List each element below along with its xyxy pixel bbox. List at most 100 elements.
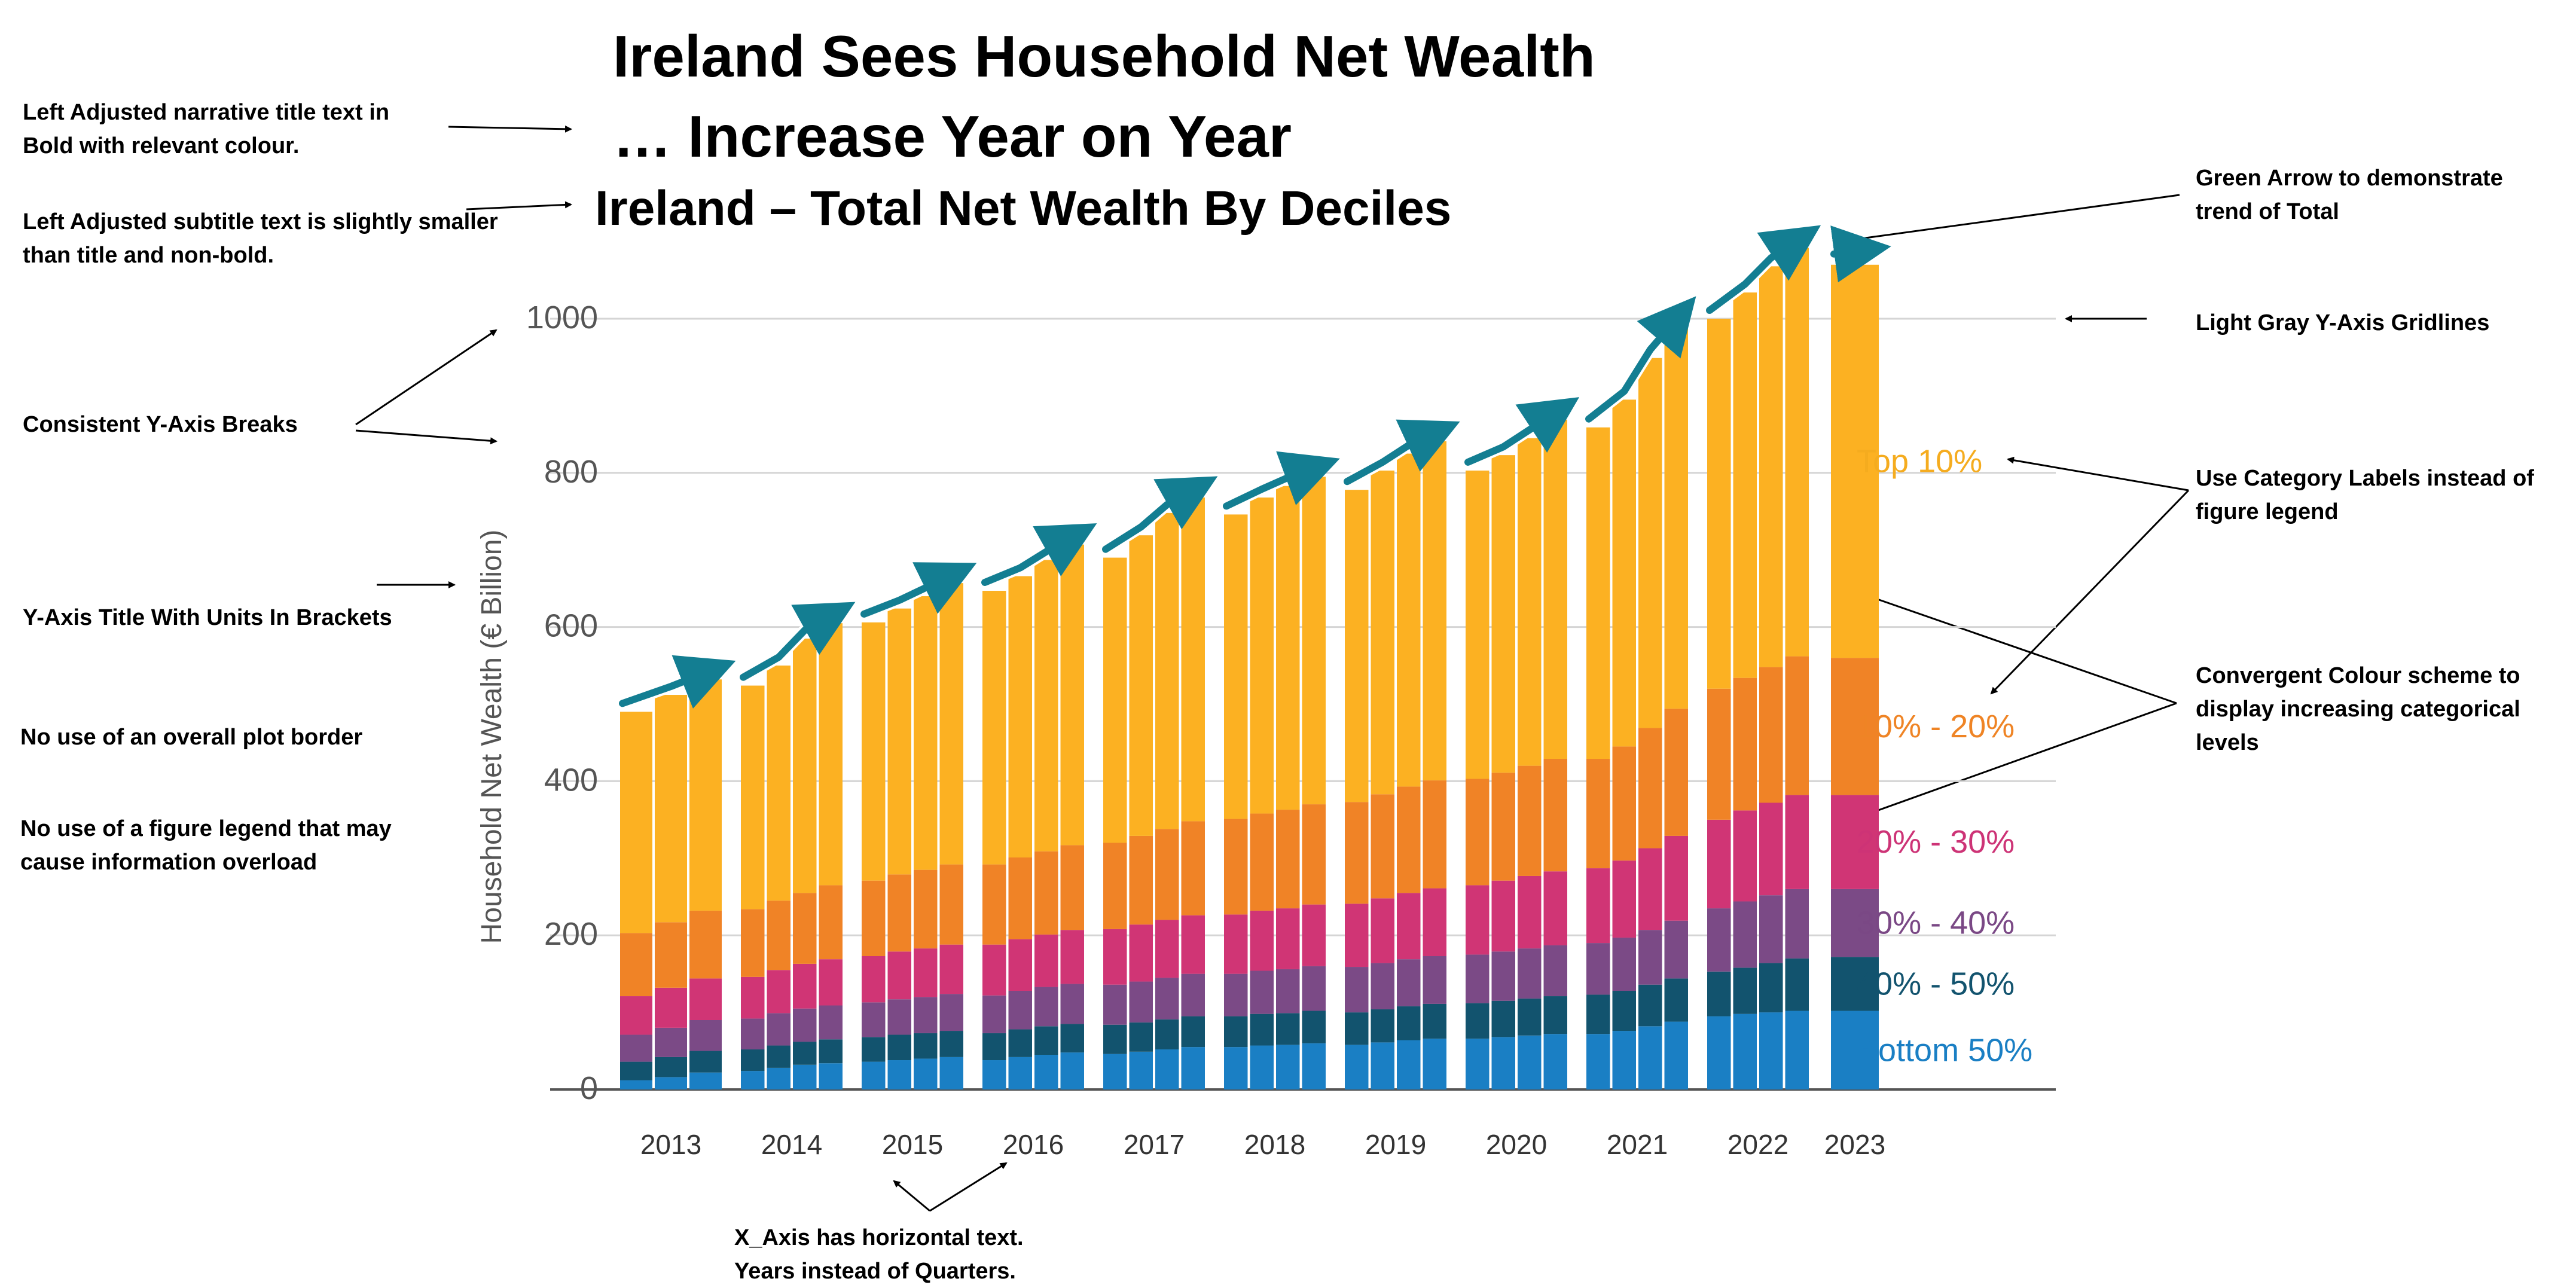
bar-segment: [1543, 871, 1567, 945]
svg-text:No use of a figure legend that: No use of a figure legend that may: [20, 816, 392, 841]
bar-segment: [1466, 1038, 1490, 1089]
bar-segment: [862, 1002, 886, 1037]
bar-segment: [1491, 1037, 1515, 1089]
svg-text:Convergent Colour scheme to: Convergent Colour scheme to: [2196, 663, 2520, 688]
bar-segment: [1759, 802, 1783, 896]
svg-text:than title and non-bold.: than title and non-bold.: [23, 243, 274, 268]
annotation-border-note: No use of an overall plot border: [20, 725, 362, 750]
bar-segment: [1759, 266, 1783, 667]
bar-segment: [1060, 544, 1084, 846]
annotation-title-note: Left Adjusted narrative title text in Bo…: [23, 100, 389, 158]
annotation-legend-note: No use of a figure legend that may cause…: [20, 816, 392, 875]
bar-segment: [1008, 1029, 1032, 1057]
bar-segment: [1831, 889, 1879, 957]
bar-segment: [767, 1013, 790, 1046]
bar-segment: [1518, 765, 1542, 876]
bar-segment: [1034, 987, 1058, 1027]
bar-segment: [689, 910, 722, 979]
bar-segment: [1423, 888, 1446, 957]
bar-segment: [1034, 1054, 1058, 1089]
annotation-arrow: [355, 429, 498, 445]
bar-segment: [1181, 498, 1205, 822]
bar-segment: [767, 666, 790, 901]
bar-segment: [1302, 1043, 1326, 1089]
bar-segment: [1103, 984, 1127, 1025]
bar-segment: [939, 583, 963, 865]
bar-segment: [1612, 938, 1636, 991]
bar-segment: [1250, 1014, 1274, 1046]
bar-segment: [655, 1057, 687, 1078]
bar-segment: [1345, 904, 1369, 967]
bar-segment: [1155, 1049, 1179, 1089]
bar-segment: [741, 1049, 765, 1072]
category-label: 30% - 40%: [1857, 905, 2015, 941]
bar-segment: [1276, 486, 1300, 810]
bar-segment: [1371, 898, 1394, 963]
bar-segment: [1664, 835, 1688, 921]
bar-segment: [982, 1033, 1006, 1061]
bar-segment: [819, 1005, 843, 1040]
bar-segment: [982, 995, 1006, 1033]
bar-segment: [1466, 1003, 1490, 1039]
x-tick-label: 2021: [1607, 1129, 1668, 1160]
annotation-arrow: [1846, 194, 2180, 243]
svg-text:Left Adjusted subtitle text is: Left Adjusted subtitle text is slightly …: [23, 209, 498, 234]
bar-segment: [1664, 709, 1688, 836]
bar-segment: [1543, 759, 1567, 872]
bar-segment: [793, 638, 817, 893]
svg-text:No use of an overall plot bord: No use of an overall plot border: [20, 725, 362, 750]
bar-segment: [914, 596, 938, 870]
annotation-ybreaks-note: Consistent Y-Axis Breaks: [23, 412, 298, 437]
bar-segment: [1543, 996, 1567, 1034]
bar-segment: [655, 695, 687, 923]
trend-arrow: [619, 655, 736, 709]
bar-segment: [1345, 967, 1369, 1013]
bar-segment: [1466, 954, 1490, 1003]
bar-segment: [1638, 930, 1662, 985]
chart-subtitle: Ireland – Total Net Wealth By Deciles: [595, 181, 1451, 236]
bar-segment: [1034, 1026, 1058, 1055]
bar-segment: [1008, 991, 1032, 1030]
bar-segment: [767, 1045, 790, 1068]
bar-segment: [819, 885, 843, 960]
bar-segment: [1612, 399, 1636, 747]
bar-segment: [1423, 1038, 1446, 1089]
annotation-grid-note: Light Gray Y-Axis Gridlines: [2196, 310, 2489, 335]
bar-segment: [1612, 991, 1636, 1031]
y-tick-label: 800: [544, 454, 598, 490]
annotation-xaxis-note: X_Axis has horizontal text. Years instea…: [734, 1225, 1024, 1284]
bar-segment: [862, 880, 886, 957]
bar-segment: [1466, 779, 1490, 886]
bar-segment: [767, 970, 790, 1014]
bar-segment: [1638, 728, 1662, 849]
bar-segment: [1224, 1047, 1248, 1089]
bar-segment: [1250, 813, 1274, 911]
bar-segment: [862, 956, 886, 1003]
bar-segment: [741, 1018, 765, 1049]
y-tick-label: 1000: [526, 300, 598, 335]
bar-segment: [1155, 920, 1179, 978]
trend-arrow: [740, 602, 856, 681]
bar-segment: [741, 976, 765, 1019]
bar-segment: [1586, 759, 1610, 869]
bar-segment: [767, 901, 790, 970]
bar-segment: [1129, 1051, 1153, 1089]
bar-segment: [1664, 323, 1688, 709]
bar-segment: [1008, 857, 1032, 939]
bar-segment: [1707, 688, 1731, 820]
annotation-ytitle-note: Y-Axis Title With Units In Brackets: [23, 605, 392, 630]
bar-segment: [1612, 1031, 1636, 1089]
svg-text:Consistent Y-Axis Breaks: Consistent Y-Axis Breaks: [23, 412, 298, 437]
bar-segment: [1518, 875, 1542, 949]
bar-segment: [862, 622, 886, 881]
bar-segment: [1302, 804, 1326, 905]
bar-segment: [1008, 939, 1032, 991]
bar-segment: [620, 712, 652, 933]
bar-segment: [914, 869, 938, 949]
bar-segment: [1276, 969, 1300, 1014]
bar-segment: [1831, 658, 1879, 795]
bar-segment: [1831, 264, 1879, 658]
bar-segment: [1034, 934, 1058, 987]
bar-segment: [1491, 1000, 1515, 1037]
trend-arrow: [1464, 397, 1580, 466]
